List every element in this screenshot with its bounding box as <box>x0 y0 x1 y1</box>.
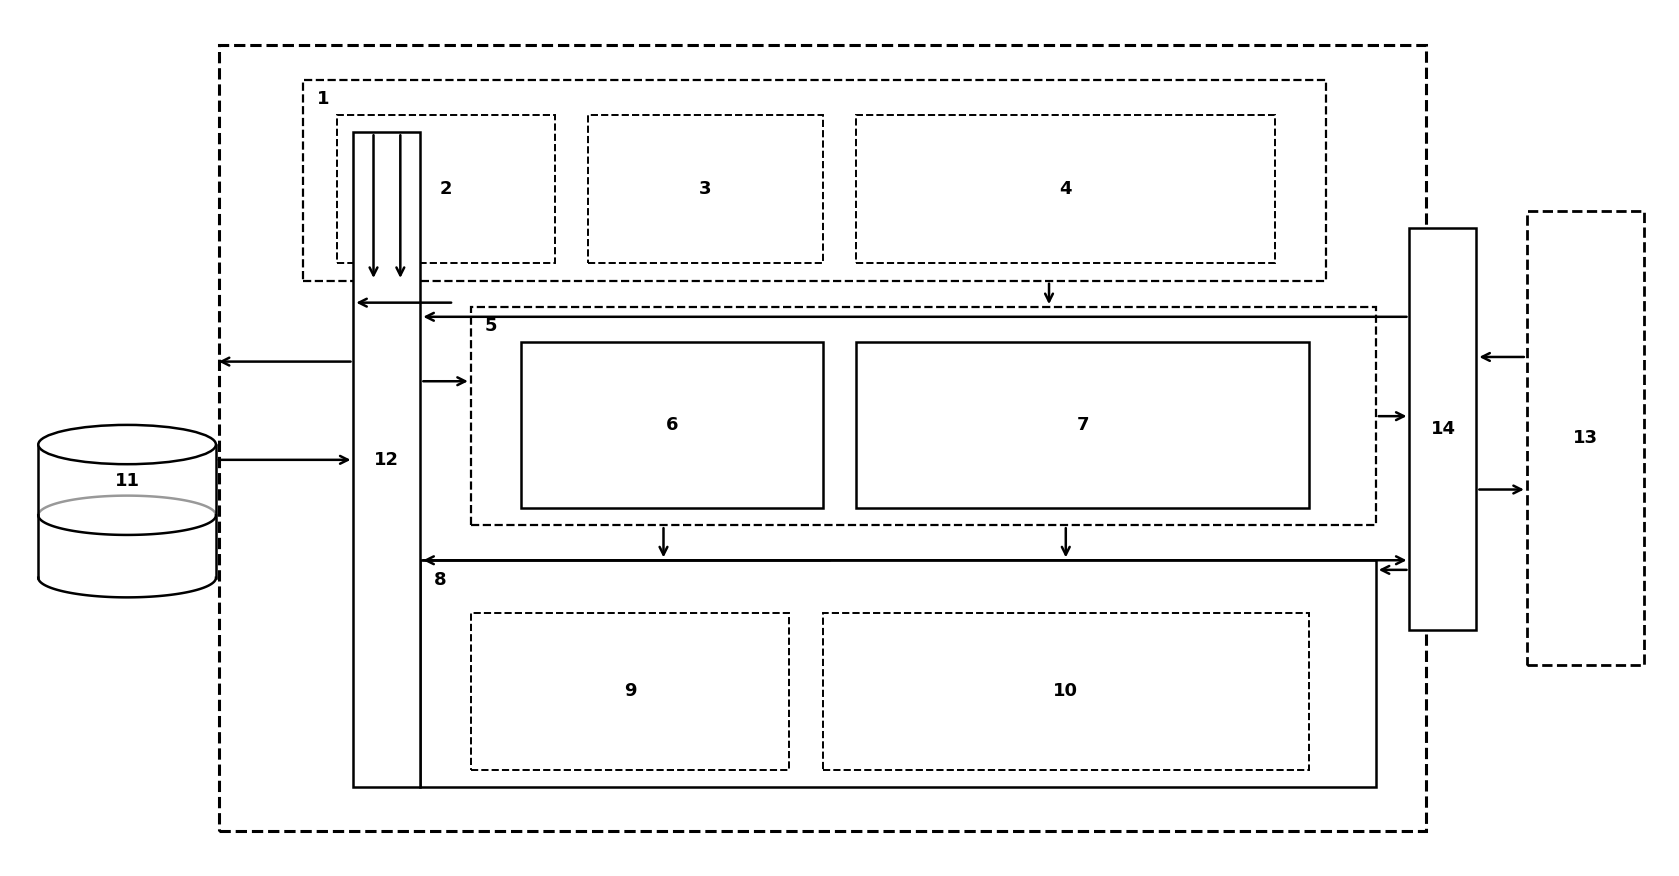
Text: 6: 6 <box>665 416 678 434</box>
Bar <box>470 612 789 770</box>
Bar <box>823 612 1310 770</box>
Bar <box>220 45 1425 831</box>
Bar <box>588 115 823 264</box>
Bar <box>353 132 420 788</box>
Bar <box>420 561 1375 788</box>
Text: 11: 11 <box>114 472 139 491</box>
Bar <box>470 307 1375 526</box>
Text: 12: 12 <box>374 451 400 469</box>
Text: 3: 3 <box>698 180 712 198</box>
Text: 8: 8 <box>433 571 447 589</box>
Text: 1: 1 <box>317 90 329 109</box>
Text: 9: 9 <box>623 682 636 700</box>
Bar <box>1526 211 1644 665</box>
Text: 14: 14 <box>1431 420 1456 438</box>
Bar <box>304 80 1326 281</box>
Text: 13: 13 <box>1573 429 1598 447</box>
Bar <box>856 115 1276 264</box>
Text: 2: 2 <box>440 180 452 198</box>
Ellipse shape <box>39 425 217 464</box>
Bar <box>336 115 554 264</box>
Text: 4: 4 <box>1059 180 1071 198</box>
Bar <box>520 342 823 508</box>
Text: 5: 5 <box>484 317 497 336</box>
Text: 10: 10 <box>1053 682 1078 700</box>
Text: 7: 7 <box>1076 416 1088 434</box>
Bar <box>1409 229 1476 630</box>
Bar <box>856 342 1310 508</box>
